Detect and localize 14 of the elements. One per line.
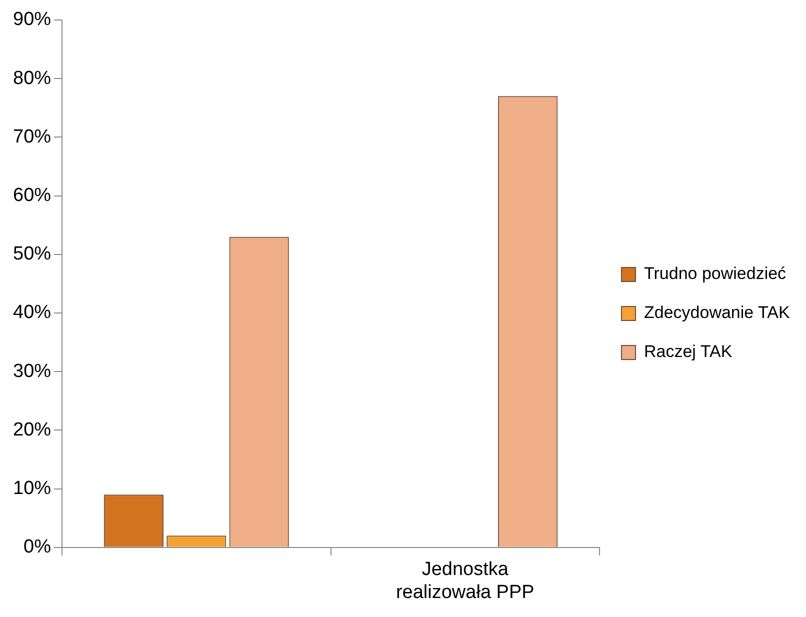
legend-label: Raczej TAK	[644, 342, 733, 362]
y-tick-label: 70%	[12, 126, 52, 148]
y-tick-label: 50%	[12, 244, 52, 265]
y-tick-label: 90%	[12, 9, 52, 30]
x-tick-label: Jednostka realizowała PPP	[396, 559, 534, 603]
y-tick-label: 0%	[24, 536, 52, 558]
y-tick-label: 80%	[12, 68, 52, 89]
y-tick-label: 30%	[12, 360, 52, 382]
y-tick-label: 10%	[12, 478, 52, 500]
legend-label: Trudno powiedzieć	[644, 264, 787, 284]
y-tick-label: 60%	[12, 185, 52, 206]
legend-label: Zdecydowanie TAK	[644, 303, 790, 322]
y-tick-label: 20%	[12, 419, 52, 440]
y-tick-label: 40%	[12, 302, 52, 324]
